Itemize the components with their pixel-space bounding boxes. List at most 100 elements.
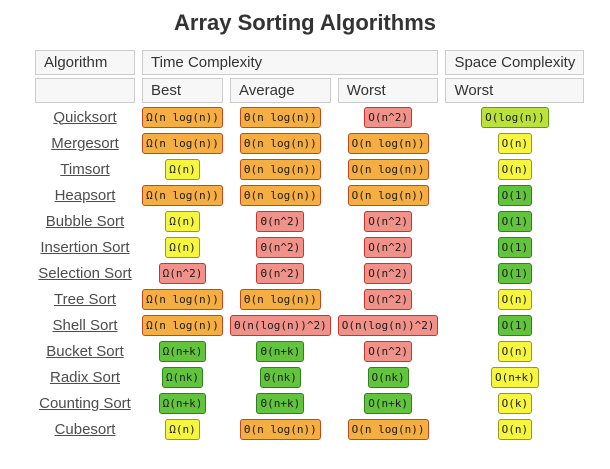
table-row: Bubble Sort Ω(n) Θ(n^2) O(n^2) O(1): [35, 210, 584, 233]
worst-cell: O(n log(n)): [338, 184, 439, 207]
table-row: Quicksort Ω(n log(n)) Θ(n log(n)) O(n^2) O(l…: [35, 106, 584, 129]
complexity-badge-best: Ω(n+k): [158, 393, 207, 414]
average-cell: Θ(n^2): [230, 210, 331, 233]
worst-cell: O(n+k): [338, 392, 439, 415]
worst-cell: O(n(log(n))^2): [337, 314, 439, 337]
complexity-badge-space: O(1): [497, 263, 533, 284]
algorithm-cell: Selection Sort: [35, 262, 135, 285]
complexity-badge-space: O(1): [497, 237, 533, 258]
complexity-badge-space: O(n): [497, 419, 533, 440]
space-cell: O(n+k): [445, 366, 584, 389]
complexity-badge-best: Ω(n+k): [158, 341, 207, 362]
table-header: Algorithm Time Complexity Space Complexi…: [35, 50, 585, 103]
header-row-cases: Best Average Worst Worst: [35, 78, 585, 103]
table-row: Counting Sort Ω(n+k) Θ(n+k) O(n+k) O(k): [35, 392, 584, 415]
space-cell: O(k): [445, 392, 584, 415]
algorithm-link[interactable]: Radix Sort: [49, 368, 121, 386]
algorithm-link[interactable]: Shell Sort: [52, 316, 118, 334]
header-time-complexity: Time Complexity: [142, 50, 439, 75]
complexity-badge-worst: O(n+k): [364, 393, 412, 414]
algorithm-link[interactable]: Heapsort: [54, 186, 116, 204]
best-cell: Ω(n log(n)): [142, 288, 223, 311]
complexity-badge-space: O(n+k): [491, 367, 539, 388]
complexity-badge-worst: O(n(log(n))^2): [337, 315, 439, 336]
algorithm-link[interactable]: Tree Sort: [54, 290, 116, 308]
complexity-badge-average: Θ(n log(n)): [239, 185, 321, 206]
table-row: Shell Sort Ω(n log(n)) Θ(n(log(n))^2) O(n(l…: [35, 314, 584, 337]
complexity-badge-best: Ω(nk): [161, 367, 204, 388]
complexity-badge-worst: O(n^2): [364, 237, 412, 258]
complexity-badge-worst: O(n log(n)): [347, 159, 429, 180]
average-cell: Θ(nk): [230, 366, 331, 389]
algorithm-cell: Insertion Sort: [35, 236, 135, 259]
algorithm-cell: Heapsort: [35, 184, 135, 207]
worst-cell: O(n^2): [338, 340, 439, 363]
algorithm-link[interactable]: Bubble Sort: [45, 212, 125, 230]
complexity-badge-space: O(1): [497, 211, 533, 232]
complexity-badge-worst: O(n log(n)): [347, 419, 429, 440]
best-cell: Ω(n log(n)): [142, 132, 223, 155]
complexity-badge-worst: O(n^2): [364, 341, 412, 362]
algorithm-cell: Tree Sort: [35, 288, 135, 311]
complexity-badge-best: Ω(n log(n)): [142, 315, 223, 336]
complexity-badge-best: Ω(n): [165, 237, 200, 258]
best-cell: Ω(n): [142, 210, 223, 233]
complexity-badge-space: O(k): [497, 393, 533, 414]
algorithm-link[interactable]: Mergesort: [51, 134, 119, 152]
complexity-badge-average: Θ(nk): [259, 367, 301, 388]
average-cell: Θ(n log(n)): [230, 158, 331, 181]
algorithm-cell: Timsort: [35, 158, 135, 181]
complexity-badge-worst: O(n^2): [364, 263, 412, 284]
space-cell: O(n): [445, 418, 584, 441]
space-cell: O(n): [445, 132, 584, 155]
table-row: Radix Sort Ω(nk) Θ(nk) O(nk) O(n+k): [35, 366, 584, 389]
complexity-badge-average: Θ(n^2): [256, 237, 305, 258]
algorithm-cell: Counting Sort: [35, 392, 135, 415]
space-cell: O(1): [445, 262, 584, 285]
complexity-badge-best: Ω(n log(n)): [142, 289, 223, 310]
average-cell: Θ(n^2): [230, 236, 331, 259]
complexity-badge-space: O(1): [497, 185, 533, 206]
algorithm-link[interactable]: Cubesort: [54, 420, 116, 438]
table-row: Tree Sort Ω(n log(n)) Θ(n log(n)) O(n^2) O(n…: [35, 288, 584, 311]
best-cell: Ω(n): [142, 158, 223, 181]
algorithm-link[interactable]: Timsort: [60, 160, 110, 178]
best-cell: Ω(n log(n)): [142, 184, 223, 207]
space-cell: O(n): [445, 340, 584, 363]
algorithm-link[interactable]: Insertion Sort: [40, 238, 130, 256]
best-cell: Ω(n+k): [142, 392, 223, 415]
complexity-badge-space: O(n): [497, 341, 533, 362]
complexity-badge-average: Θ(n^2): [256, 263, 305, 284]
average-cell: Θ(n log(n)): [230, 132, 331, 155]
algorithm-link[interactable]: Quicksort: [53, 108, 117, 126]
space-cell: O(1): [445, 236, 584, 259]
average-cell: Θ(n log(n)): [230, 288, 331, 311]
best-cell: Ω(n log(n)): [142, 106, 223, 129]
table-row: Heapsort Ω(n log(n)) Θ(n log(n)) O(n log(n)…: [35, 184, 584, 207]
page-title: Array Sorting Algorithms: [174, 10, 436, 35]
complexity-badge-average: Θ(n(log(n))^2): [230, 315, 331, 336]
algorithm-cell: Shell Sort: [35, 314, 135, 337]
complexity-badge-best: Ω(n): [165, 211, 200, 232]
header-average: Average: [230, 78, 331, 103]
table-row: Mergesort Ω(n log(n)) Θ(n log(n)) O(n log(n…: [35, 132, 584, 155]
complexity-badge-worst: O(nk): [367, 367, 409, 388]
algorithm-link[interactable]: Counting Sort: [39, 394, 131, 412]
worst-cell: O(n log(n)): [338, 418, 439, 441]
best-cell: Ω(n): [142, 418, 223, 441]
algorithm-link[interactable]: Bucket Sort: [46, 342, 124, 360]
worst-cell: O(n^2): [338, 210, 439, 233]
complexity-badge-average: Θ(n log(n)): [239, 107, 321, 128]
header-space-worst: Worst: [445, 78, 585, 103]
header-worst: Worst: [337, 78, 439, 103]
worst-cell: O(n^2): [338, 236, 439, 259]
complexity-badge-worst: O(n^2): [364, 289, 412, 310]
complexity-badge-worst: O(n log(n)): [347, 185, 429, 206]
header-best: Best: [142, 78, 223, 103]
algorithm-link[interactable]: Selection Sort: [38, 264, 132, 282]
algorithm-cell: Quicksort: [35, 106, 135, 129]
complexity-badge-average: Θ(n log(n)): [239, 133, 321, 154]
complexity-badge-average: Θ(n log(n)): [239, 159, 321, 180]
header-empty-cell: [35, 78, 135, 103]
best-cell: Ω(n+k): [142, 340, 223, 363]
